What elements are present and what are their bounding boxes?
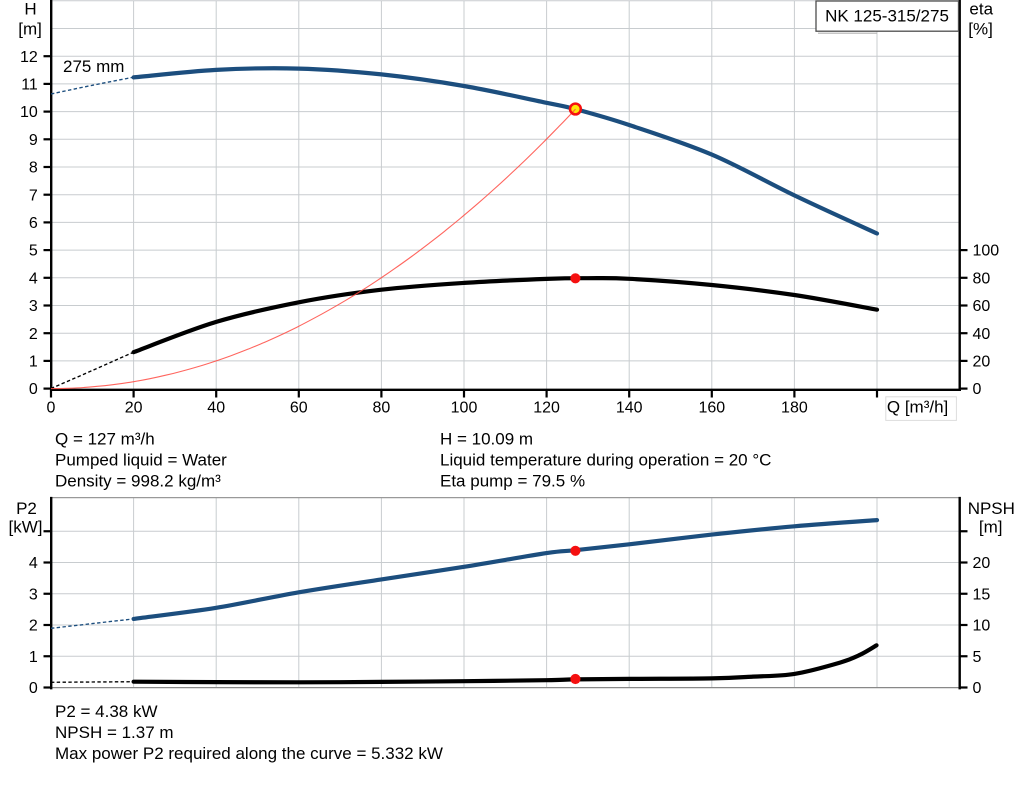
svg-text:80: 80 [373, 400, 391, 417]
svg-text:1: 1 [29, 354, 38, 371]
svg-text:NPSH = 1.37 m: NPSH = 1.37 m [55, 723, 174, 742]
svg-text:6: 6 [29, 215, 38, 232]
svg-text:4: 4 [29, 555, 38, 572]
svg-text:P2: P2 [16, 499, 37, 518]
svg-text:2: 2 [29, 326, 38, 343]
svg-text:275 mm: 275 mm [63, 57, 124, 76]
svg-text:11: 11 [21, 77, 38, 94]
svg-text:120: 120 [533, 400, 560, 417]
svg-text:100: 100 [451, 400, 478, 417]
svg-text:9: 9 [29, 132, 38, 149]
svg-text:10: 10 [20, 104, 38, 121]
svg-text:80: 80 [973, 270, 991, 287]
svg-text:3: 3 [29, 298, 38, 315]
svg-text:1: 1 [29, 649, 38, 666]
svg-text:7: 7 [29, 187, 38, 204]
svg-text:Q [m³/h]: Q [m³/h] [887, 398, 948, 417]
svg-text:40: 40 [973, 326, 991, 343]
svg-text:3: 3 [29, 586, 38, 603]
svg-text:0: 0 [29, 381, 38, 398]
svg-text:5: 5 [29, 243, 38, 260]
svg-text:60: 60 [290, 400, 308, 417]
svg-text:[m]: [m] [18, 19, 42, 38]
svg-text:[m]: [m] [979, 517, 1003, 536]
svg-text:140: 140 [616, 400, 643, 417]
svg-text:H = 10.09 m: H = 10.09 m [440, 430, 533, 449]
svg-text:60: 60 [973, 298, 991, 315]
svg-text:0: 0 [973, 381, 982, 398]
svg-text:[%]: [%] [968, 20, 993, 39]
svg-text:P2 = 4.38 kW: P2 = 4.38 kW [55, 702, 158, 721]
svg-text:NPSH: NPSH [968, 499, 1015, 518]
svg-text:0: 0 [47, 400, 56, 417]
svg-text:4: 4 [29, 270, 38, 287]
svg-text:10: 10 [973, 618, 991, 635]
svg-text:Q = 127 m³/h: Q = 127 m³/h [55, 430, 155, 449]
svg-text:Pumped liquid = Water: Pumped liquid = Water [55, 451, 227, 470]
svg-text:Eta pump = 79.5 %: Eta pump = 79.5 % [440, 472, 585, 491]
svg-text:Max power P2 required along th: Max power P2 required along the curve = … [55, 744, 443, 763]
svg-text:0: 0 [29, 680, 38, 697]
svg-text:12: 12 [20, 49, 38, 66]
svg-text:40: 40 [207, 400, 225, 417]
svg-text:20: 20 [973, 555, 991, 572]
svg-text:H: H [24, 0, 36, 19]
svg-text:[kW]: [kW] [9, 517, 43, 536]
svg-text:160: 160 [698, 400, 725, 417]
svg-text:NK 125-315/275: NK 125-315/275 [825, 7, 949, 26]
svg-text:Density = 998.2 kg/m³: Density = 998.2 kg/m³ [55, 472, 221, 491]
svg-text:180: 180 [781, 400, 808, 417]
svg-text:15: 15 [973, 586, 991, 603]
svg-text:20: 20 [973, 354, 991, 371]
svg-text:eta: eta [969, 0, 993, 18]
svg-text:0: 0 [973, 680, 982, 697]
svg-text:5: 5 [973, 649, 982, 666]
svg-text:Liquid temperature during oper: Liquid temperature during operation = 20… [440, 451, 771, 470]
svg-text:20: 20 [125, 400, 143, 417]
svg-text:2: 2 [29, 618, 38, 635]
svg-text:8: 8 [29, 160, 38, 177]
svg-text:100: 100 [973, 243, 1000, 260]
